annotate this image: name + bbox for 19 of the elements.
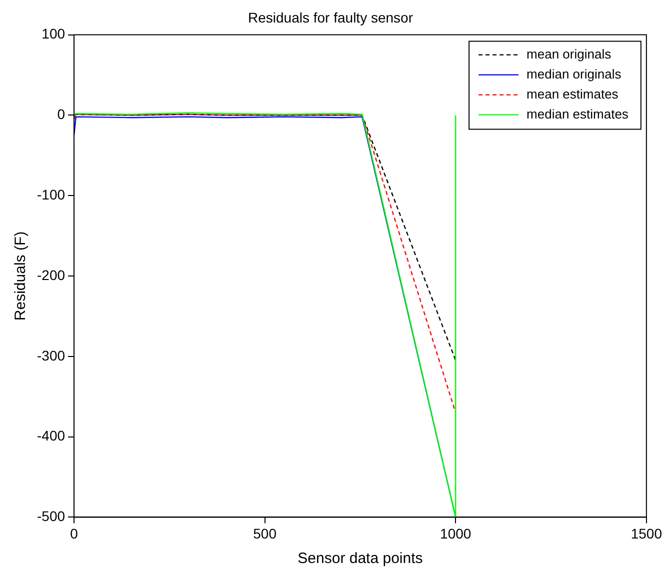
y-tick-label: -500 <box>36 508 66 524</box>
y-tick-label: -300 <box>36 347 66 364</box>
chart-title: Residuals for faulty sensor <box>248 9 414 26</box>
x-tick-label: 0 <box>70 525 78 542</box>
line-series <box>74 114 456 414</box>
y-tick-label: 0 <box>57 106 66 122</box>
y-tick-label: -400 <box>36 428 66 444</box>
legend-label: median estimates <box>526 106 629 122</box>
x-tick-label: 500 <box>253 525 277 542</box>
x-tick-label: 1000 <box>440 525 472 542</box>
x-axis-title: Sensor data points <box>298 550 423 568</box>
y-tick-label: -100 <box>36 186 66 202</box>
y-axis-title: Residuals (F) <box>12 231 30 321</box>
y-tick-label: -200 <box>36 266 66 283</box>
legend-label: median originals <box>526 66 622 82</box>
legend-label: mean estimates <box>526 86 619 102</box>
legend-label: mean originals <box>526 46 612 62</box>
y-tick-label: 100 <box>42 26 66 42</box>
x-tick-label: 1500 <box>630 525 662 542</box>
